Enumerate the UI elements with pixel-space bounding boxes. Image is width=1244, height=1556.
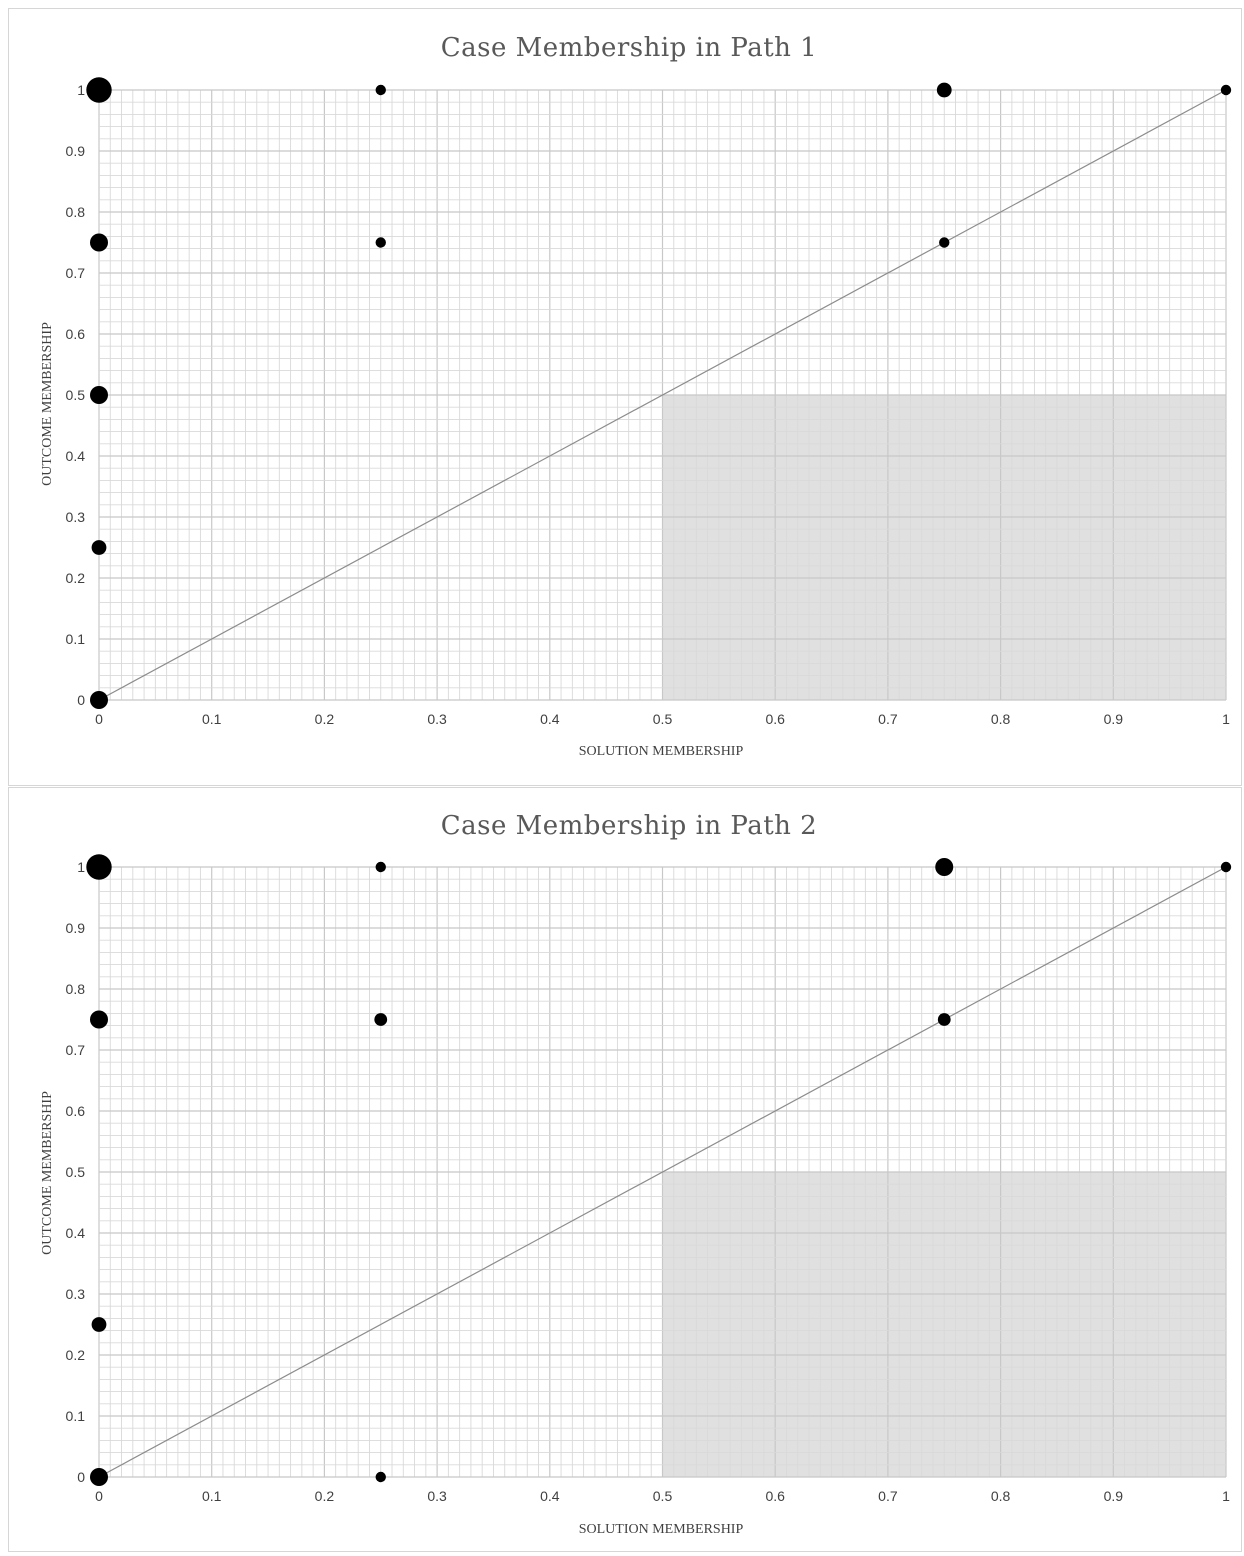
x-tick-label: 0.2 <box>315 1488 335 1504</box>
y-tick-label: 0 <box>77 1469 85 1485</box>
data-point <box>90 1010 108 1029</box>
x-tick-label: 0.1 <box>202 711 222 727</box>
data-point <box>90 233 108 252</box>
data-point <box>375 237 386 248</box>
y-tick-label: 0.9 <box>66 920 86 936</box>
x-tick-label: 0.4 <box>540 1488 560 1504</box>
x-tick-label: 0.1 <box>202 1488 222 1504</box>
x-tick-label: 0 <box>95 1488 103 1504</box>
data-point <box>86 77 112 103</box>
y-axis-label: OUTCOME MEMBERSHIP <box>40 322 55 486</box>
y-tick-label: 0.3 <box>66 1286 86 1302</box>
y-tick-label: 0.8 <box>66 981 86 997</box>
x-tick-label: 0.8 <box>991 711 1011 727</box>
x-tick-label: 0.4 <box>540 711 560 727</box>
x-tick-label: 0.7 <box>878 1488 898 1504</box>
y-tick-label: 0.1 <box>66 631 86 647</box>
y-tick-label: 0.7 <box>66 1042 86 1058</box>
y-tick-label: 0.7 <box>66 265 86 281</box>
data-point <box>375 861 386 873</box>
y-tick-label: 0.3 <box>66 509 86 525</box>
data-point <box>937 1013 951 1026</box>
x-tick-label: 0.7 <box>878 711 898 727</box>
x-tick-label: 0 <box>95 711 103 727</box>
chart-panel-path-1: Case Membership in Path 1 0 0.1 0.2 0.3 0.4 0… <box>8 8 1242 786</box>
y-tick-label: 0.1 <box>66 1408 86 1424</box>
x-tick-label: 0.6 <box>765 1488 785 1504</box>
data-point <box>375 1471 386 1483</box>
x-tick-label: 1 <box>1222 1488 1230 1504</box>
diagonal-line <box>98 866 1227 1478</box>
y-tick-label: 0.4 <box>66 448 86 464</box>
y-tick-label: 0.5 <box>66 1164 86 1180</box>
x-tick-label: 0.9 <box>1104 1488 1124 1504</box>
y-tick-label: 0.6 <box>66 326 86 342</box>
y-tick-label: 1 <box>77 859 85 875</box>
scatter-chart-path-1: Case Membership in Path 1 0 0.1 0.2 0.3 0.4 0… <box>40 33 1232 759</box>
scatter-chart-path-2: Case Membership in Path 2 0 0.1 0.2 0.3 0.4 0… <box>40 811 1232 1537</box>
x-tick-label: 0.6 <box>765 711 785 727</box>
chart-title: Case Membership in Path 1 <box>441 33 817 63</box>
x-tick-label: 1 <box>1222 711 1230 727</box>
data-point <box>939 237 950 248</box>
data-point <box>86 854 112 880</box>
data-point <box>935 858 954 876</box>
y-tick-label: 0.9 <box>66 143 86 159</box>
data-point <box>1220 861 1232 873</box>
data-point <box>936 82 952 98</box>
x-tick-label: 0.5 <box>653 711 673 727</box>
y-tick-label: 0.4 <box>66 1225 86 1241</box>
x-axis-label: SOLUTION MEMBERSHIP <box>579 1522 744 1537</box>
diagonal-line <box>98 89 1227 701</box>
y-axis-label: OUTCOME MEMBERSHIP <box>40 1091 55 1255</box>
data-point <box>90 691 108 709</box>
y-tick-label: 1 <box>77 82 85 98</box>
chart-title: Case Membership in Path 2 <box>441 811 817 841</box>
y-tick-label: 0.5 <box>66 387 86 403</box>
data-point <box>1220 84 1232 96</box>
x-tick-label: 0.5 <box>653 1488 673 1504</box>
x-tick-label: 0.3 <box>427 711 447 727</box>
data-point <box>374 1013 388 1026</box>
data-point <box>90 386 108 404</box>
data-point <box>91 540 107 555</box>
y-tick-label: 0.8 <box>66 204 86 220</box>
y-tick-label: 0 <box>77 692 85 708</box>
x-tick-label: 0.8 <box>991 1488 1011 1504</box>
x-tick-label: 0.9 <box>1104 711 1124 727</box>
y-tick-label: 0.2 <box>66 1347 86 1363</box>
x-tick-label: 0.2 <box>315 711 335 727</box>
y-tick-label: 0.2 <box>66 570 86 586</box>
x-axis-label: SOLUTION MEMBERSHIP <box>579 744 744 759</box>
y-tick-label: 0.6 <box>66 1103 86 1119</box>
chart-panel-path-2: Case Membership in Path 2 0 0.1 0.2 0.3 0.4 0… <box>8 787 1242 1552</box>
data-point <box>91 1317 107 1332</box>
data-point <box>90 1468 108 1486</box>
data-point <box>375 84 386 96</box>
x-tick-label: 0.3 <box>427 1488 447 1504</box>
